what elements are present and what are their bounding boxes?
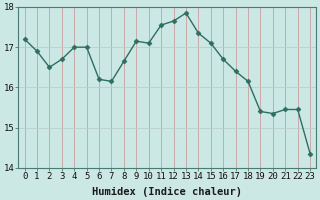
X-axis label: Humidex (Indice chaleur): Humidex (Indice chaleur) <box>92 186 242 197</box>
